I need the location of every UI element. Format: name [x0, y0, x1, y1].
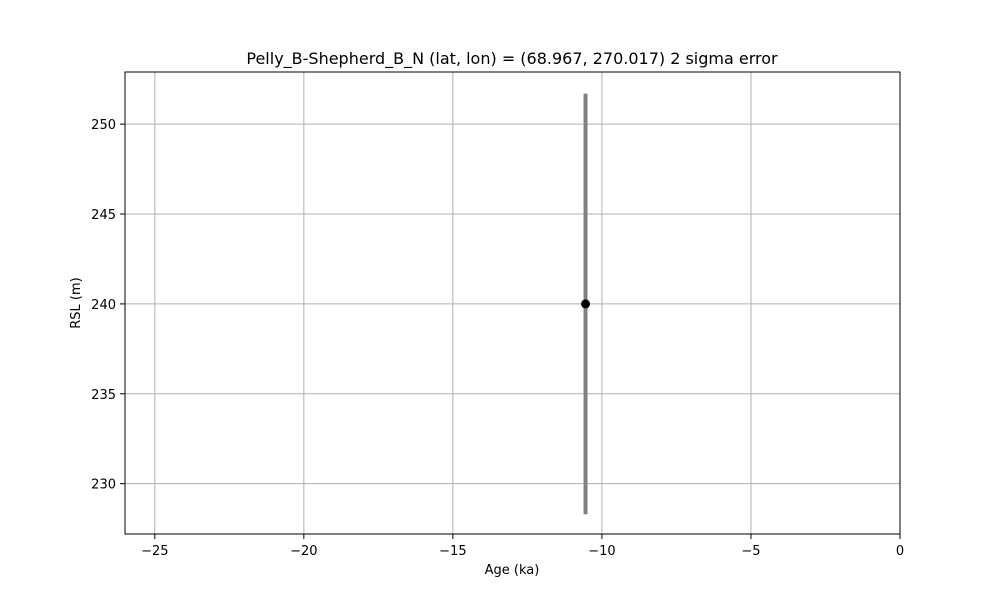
x-tick-label: −5	[741, 544, 760, 559]
ticks: −25 −20 −15 −10 −5 0 230 235 240 245 250	[91, 118, 904, 559]
x-tick-label: −10	[588, 544, 615, 559]
x-tick-label: 0	[896, 544, 904, 559]
y-tick-label: 230	[91, 478, 116, 493]
x-axis-label: Age (ka)	[485, 563, 540, 578]
y-tick-label: 245	[91, 208, 116, 223]
y-tick-label: 240	[91, 298, 116, 313]
chart-title: Pelly_B-Shepherd_B_N (lat, lon) = (68.96…	[246, 49, 778, 69]
x-tick-label: −15	[439, 544, 466, 559]
y-tick-label: 250	[91, 118, 116, 133]
y-axis-label: RSL (m)	[69, 277, 84, 328]
data-layer	[581, 93, 591, 515]
x-tick-label: −25	[141, 544, 168, 559]
y-tick-label: 235	[91, 388, 116, 403]
x-tick-label: −20	[290, 544, 317, 559]
plot-frame	[124, 71, 901, 535]
grid	[125, 72, 901, 534]
data-point	[581, 299, 591, 309]
